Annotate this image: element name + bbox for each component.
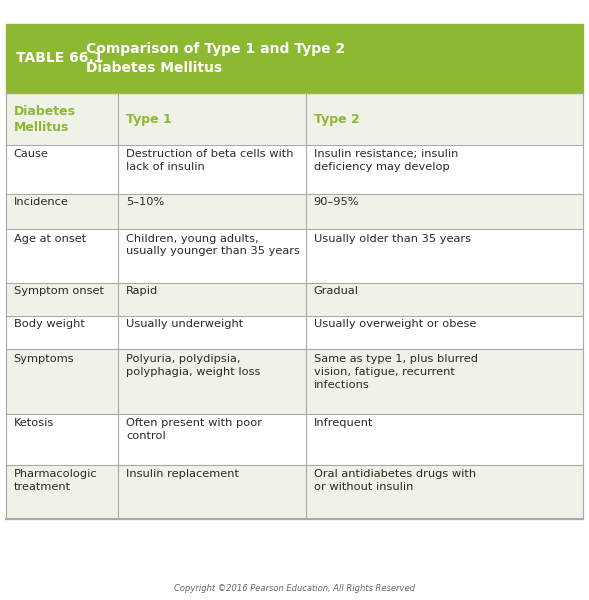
- Text: Usually overweight or obese: Usually overweight or obese: [314, 319, 476, 329]
- Text: Comparison of Type 1 and Type 2
Diabetes Mellitus: Comparison of Type 1 and Type 2 Diabetes…: [86, 42, 345, 75]
- Text: Insulin resistance; insulin
deficiency may develop: Insulin resistance; insulin deficiency m…: [314, 149, 458, 172]
- Bar: [6, 93, 583, 145]
- Bar: [6, 465, 583, 519]
- Text: Body weight: Body weight: [14, 319, 84, 329]
- Text: Children, young adults,
usually younger than 35 years: Children, young adults, usually younger …: [126, 233, 300, 256]
- Text: Symptoms: Symptoms: [14, 355, 74, 364]
- Text: Diabetes
Mellitus: Diabetes Mellitus: [14, 104, 75, 134]
- Text: Symptom onset: Symptom onset: [14, 286, 104, 296]
- Bar: [6, 229, 583, 283]
- Text: Cause: Cause: [14, 149, 48, 159]
- Text: Oral antidiabetes drugs with
or without insulin: Oral antidiabetes drugs with or without …: [314, 469, 476, 492]
- Bar: [6, 349, 583, 414]
- Text: 90–95%: 90–95%: [314, 197, 359, 207]
- Text: Age at onset: Age at onset: [14, 233, 86, 244]
- Text: Gradual: Gradual: [314, 286, 359, 296]
- Bar: [6, 145, 583, 194]
- Text: Insulin replacement: Insulin replacement: [126, 469, 239, 479]
- Text: Incidence: Incidence: [14, 197, 68, 207]
- Text: Ketosis: Ketosis: [14, 418, 54, 428]
- Text: 5–10%: 5–10%: [126, 197, 164, 207]
- Text: Pharmacologic
treatment: Pharmacologic treatment: [14, 469, 97, 492]
- Text: Usually older than 35 years: Usually older than 35 years: [314, 233, 471, 244]
- Text: Type 2: Type 2: [314, 113, 359, 125]
- Bar: [6, 283, 583, 316]
- Text: Copyright ©2016 Pearson Education, All Rights Reserved: Copyright ©2016 Pearson Education, All R…: [174, 584, 415, 593]
- Text: Type 1: Type 1: [126, 113, 172, 125]
- Text: Rapid: Rapid: [126, 286, 158, 296]
- Text: TABLE 66.1: TABLE 66.1: [16, 52, 114, 65]
- Text: Infrequent: Infrequent: [314, 418, 373, 428]
- Text: Same as type 1, plus blurred
vision, fatigue, recurrent
infections: Same as type 1, plus blurred vision, fat…: [314, 355, 478, 390]
- Text: Polyuria, polydipsia,
polyphagia, weight loss: Polyuria, polydipsia, polyphagia, weight…: [126, 355, 260, 377]
- Bar: [6, 414, 583, 465]
- Bar: [6, 24, 583, 93]
- Text: Usually underweight: Usually underweight: [126, 319, 243, 329]
- Text: Often present with poor
control: Often present with poor control: [126, 418, 262, 441]
- Bar: [6, 316, 583, 349]
- Text: Destruction of beta cells with
lack of insulin: Destruction of beta cells with lack of i…: [126, 149, 293, 172]
- Bar: [6, 194, 583, 229]
